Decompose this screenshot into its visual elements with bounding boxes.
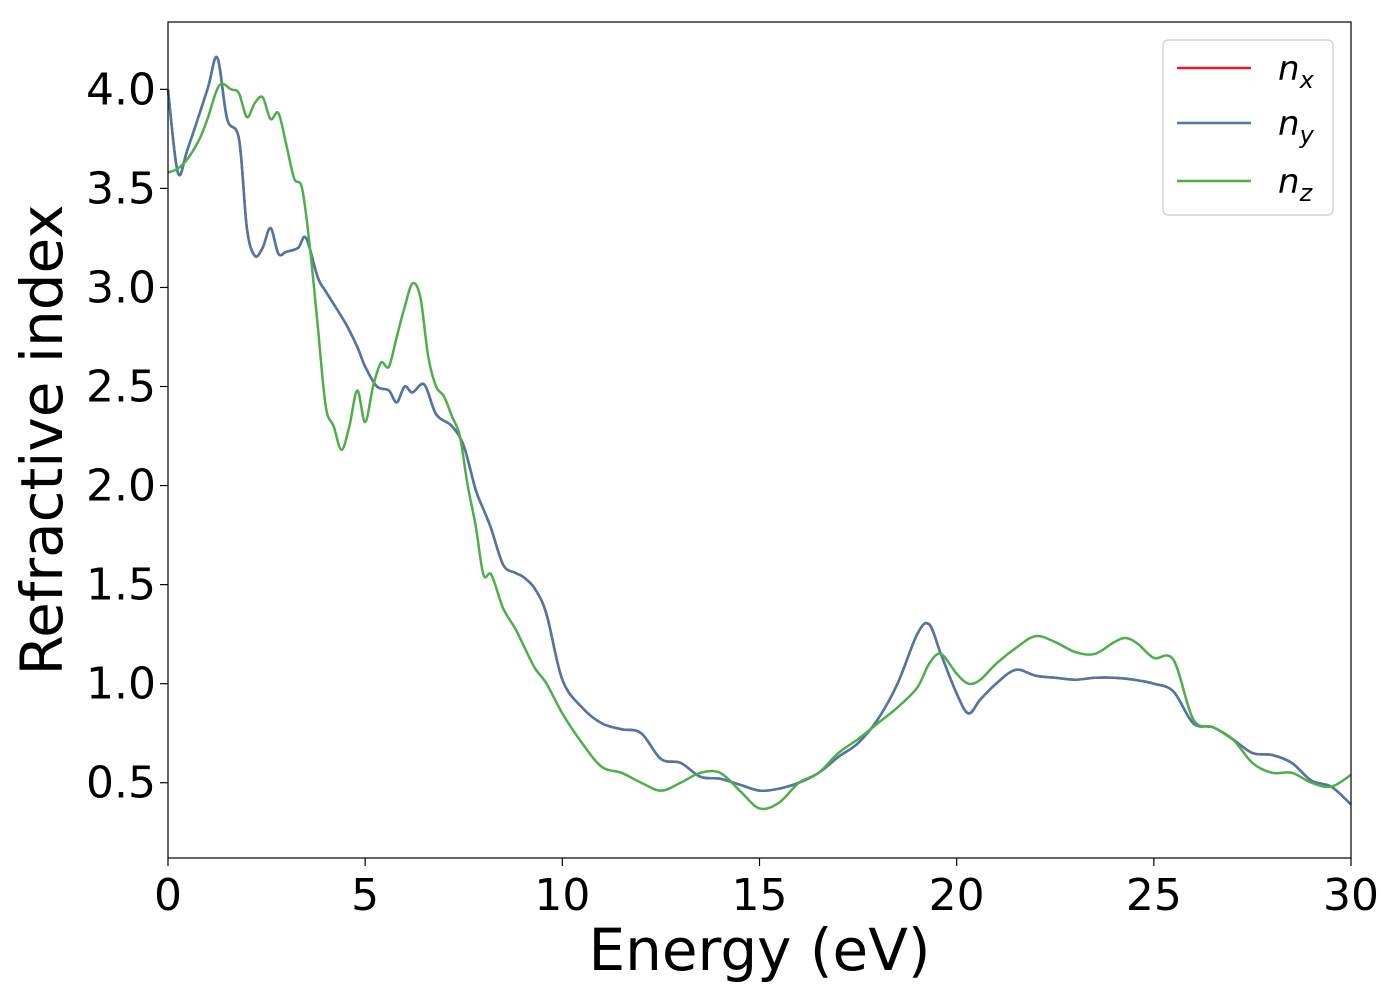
y-axis-label: Refractive index <box>8 204 76 675</box>
x-tick-label: 10 <box>534 870 590 921</box>
y-axis-ticks: 0.5 1.0 1.5 2.0 2.5 3.0 3.5 4.0 <box>86 64 168 809</box>
y-tick-label: 1.5 <box>86 560 156 611</box>
x-tick-label: 20 <box>929 870 985 921</box>
x-axis-label: Energy (eV) <box>588 916 930 984</box>
legend: nx ny nz <box>1162 39 1334 216</box>
x-tick-label: 25 <box>1126 870 1182 921</box>
x-tick-label: 15 <box>732 870 788 921</box>
legend-label-ny-base: n <box>1278 104 1300 144</box>
legend-label-nx-sub: x <box>1299 66 1315 94</box>
legend-label-nz-sub: z <box>1299 179 1314 207</box>
x-tick-label: 0 <box>154 870 182 921</box>
y-tick-label: 1.0 <box>86 659 156 710</box>
x-tick-label: 30 <box>1323 870 1379 921</box>
legend-label-nx-base: n <box>1278 49 1300 89</box>
series-ny-line <box>166 55 1352 806</box>
y-tick-label: 3.5 <box>86 163 156 214</box>
series-lines <box>166 55 1352 811</box>
x-tick-label: 5 <box>351 870 379 921</box>
x-axis-ticks: 0 5 10 15 20 25 30 <box>154 858 1379 921</box>
y-tick-label: 2.5 <box>86 362 156 413</box>
legend-label-ny-sub: y <box>1299 121 1315 149</box>
legend-label-nz: nz <box>1278 162 1314 207</box>
legend-box <box>1162 39 1334 216</box>
series-nz-line <box>167 82 1352 811</box>
y-tick-label: 4.0 <box>86 64 156 115</box>
plot-background <box>168 22 1351 858</box>
y-tick-label: 0.5 <box>86 758 156 809</box>
y-tick-label: 3.0 <box>86 262 156 313</box>
legend-label-ny: ny <box>1278 104 1315 149</box>
legend-label-nx: nx <box>1278 49 1315 94</box>
y-tick-label: 2.0 <box>86 461 156 512</box>
legend-label-nz-base: n <box>1278 162 1300 202</box>
